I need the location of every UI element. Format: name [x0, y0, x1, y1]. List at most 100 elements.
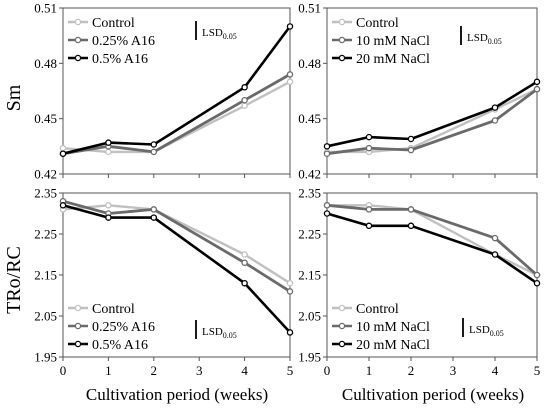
- x-tick-label: 2: [408, 363, 415, 378]
- legend-marker: [74, 322, 82, 330]
- data-point: [150, 141, 158, 148]
- x-axis-label-left: Cultivation period (weeks): [86, 385, 268, 404]
- data-point: [323, 150, 331, 157]
- legend-marker: [338, 36, 346, 44]
- legend-marker: [74, 340, 82, 348]
- y-tick-label: 0.51: [34, 1, 57, 16]
- legend-marker: [338, 54, 346, 62]
- x-tick-label: 5: [534, 363, 541, 378]
- chart-panel-bottom-left: 1.95 2.05 2.15 2.25 2.35 0 1 2 3 4 5 Control 0.25% A…: [34, 186, 293, 379]
- legend-marker: [74, 54, 82, 62]
- lsd-label: LSD0.05: [467, 32, 502, 46]
- legend-marker: [338, 322, 346, 330]
- data-point: [286, 288, 294, 295]
- data-point: [533, 279, 541, 287]
- data-point: [105, 214, 112, 221]
- x-tick-label: 1: [366, 363, 373, 378]
- x-tick-label: 0: [60, 363, 67, 378]
- legend-label: 0.25% A16: [92, 320, 155, 335]
- data-point: [241, 279, 248, 287]
- data-point: [286, 78, 294, 86]
- data-point: [59, 150, 67, 157]
- lsd-label-main: LSD: [469, 324, 490, 336]
- data-point: [323, 143, 331, 150]
- data-point: [286, 71, 294, 78]
- data-point: [491, 251, 499, 258]
- legend-marker: [74, 18, 82, 26]
- legend-label: 0.25% A16: [92, 34, 155, 49]
- legend-label: 20 mM NaCl: [356, 338, 430, 353]
- legend-label: 0.5% A16: [92, 338, 148, 353]
- legend-label: 0.5% A16: [92, 52, 148, 67]
- x-axis-label-right: Cultivation period (weeks): [342, 385, 524, 404]
- series-line: [326, 88, 538, 156]
- x-tick-label: 1: [105, 363, 112, 378]
- data-point: [533, 78, 541, 86]
- data-point: [365, 206, 373, 213]
- y-axis-label-top: Sm: [3, 84, 25, 111]
- data-point: [491, 117, 499, 124]
- y-tick-label: 0.42: [298, 167, 321, 182]
- data-point: [323, 202, 331, 209]
- y-tick-label: 0.45: [34, 111, 57, 126]
- lsd-label-subscript: 0.05: [488, 37, 502, 46]
- chart-panel-bottom-right: 1.95 2.05 2.15 2.25 2.35 0 1 2 3 4 5 Control 10 mM N…: [298, 186, 541, 378]
- y-tick-label: 2.35: [298, 186, 321, 201]
- y-tick-label: 0.48: [34, 56, 57, 71]
- data-point: [105, 139, 112, 146]
- data-point: [286, 329, 294, 336]
- data-point: [59, 202, 67, 209]
- data-point: [286, 23, 294, 30]
- legend-marker: [338, 304, 346, 312]
- y-tick-label: 0.51: [298, 1, 321, 16]
- data-point: [491, 234, 499, 242]
- y-axis-label-bottom: TRo/RC: [3, 246, 25, 314]
- data-point: [407, 222, 415, 230]
- lsd-label: LSD0.05: [202, 326, 237, 340]
- y-tick-label: 2.05: [34, 309, 57, 324]
- lsd-label: LSD0.05: [469, 324, 504, 338]
- lsd-label-main: LSD: [202, 326, 223, 338]
- x-tick-label: 4: [492, 363, 499, 378]
- x-tick-label: 0: [324, 363, 331, 378]
- data-point: [407, 135, 415, 143]
- plot-frame: [62, 7, 291, 175]
- legend-label: Control: [92, 16, 135, 31]
- data-point: [407, 146, 415, 154]
- chart-panel-top-left: 0.42 0.45 0.48 0.51 Control 0.25% A16 0.5% A16…: [34, 1, 294, 182]
- y-tick-label: 0.45: [298, 111, 321, 126]
- data-point: [407, 206, 415, 213]
- legend-label: 10 mM NaCl: [356, 320, 430, 335]
- lsd-label-main: LSD: [467, 32, 488, 44]
- lsd-label-subscript: 0.05: [223, 32, 237, 41]
- data-point: [365, 133, 373, 141]
- legend-marker: [74, 36, 82, 44]
- data-point: [241, 84, 248, 91]
- x-tick-label: 4: [241, 363, 248, 378]
- legend-label: 10 mM NaCl: [356, 34, 430, 49]
- y-tick-label: 2.15: [34, 268, 57, 283]
- legend-label: Control: [92, 302, 135, 317]
- data-point: [150, 206, 158, 213]
- series-line: [62, 73, 291, 156]
- y-tick-label: 0.42: [34, 167, 57, 182]
- legend-label: Control: [356, 302, 399, 317]
- legend-marker: [338, 340, 346, 348]
- data-point: [533, 271, 541, 279]
- data-point: [533, 85, 541, 93]
- y-tick-label: 2.15: [298, 268, 321, 283]
- data-point: [365, 222, 373, 230]
- data-point: [286, 279, 294, 287]
- y-tick-label: 0.48: [298, 56, 321, 71]
- lsd-label-subscript: 0.05: [223, 331, 237, 340]
- legend-marker: [338, 18, 346, 26]
- x-tick-label: 3: [450, 363, 457, 378]
- x-tick-label: 5: [287, 363, 294, 378]
- legend-marker: [74, 304, 82, 312]
- y-tick-label: 2.25: [298, 227, 321, 242]
- data-point: [59, 144, 67, 152]
- data-point: [241, 96, 248, 104]
- data-point: [491, 104, 499, 111]
- y-tick-label: 2.25: [34, 227, 57, 242]
